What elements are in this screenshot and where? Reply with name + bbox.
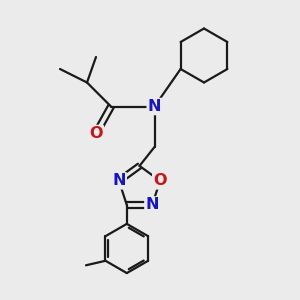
Text: N: N [112, 173, 126, 188]
Text: N: N [148, 99, 161, 114]
Text: O: O [89, 126, 103, 141]
Text: O: O [153, 173, 167, 188]
Text: N: N [146, 197, 159, 212]
